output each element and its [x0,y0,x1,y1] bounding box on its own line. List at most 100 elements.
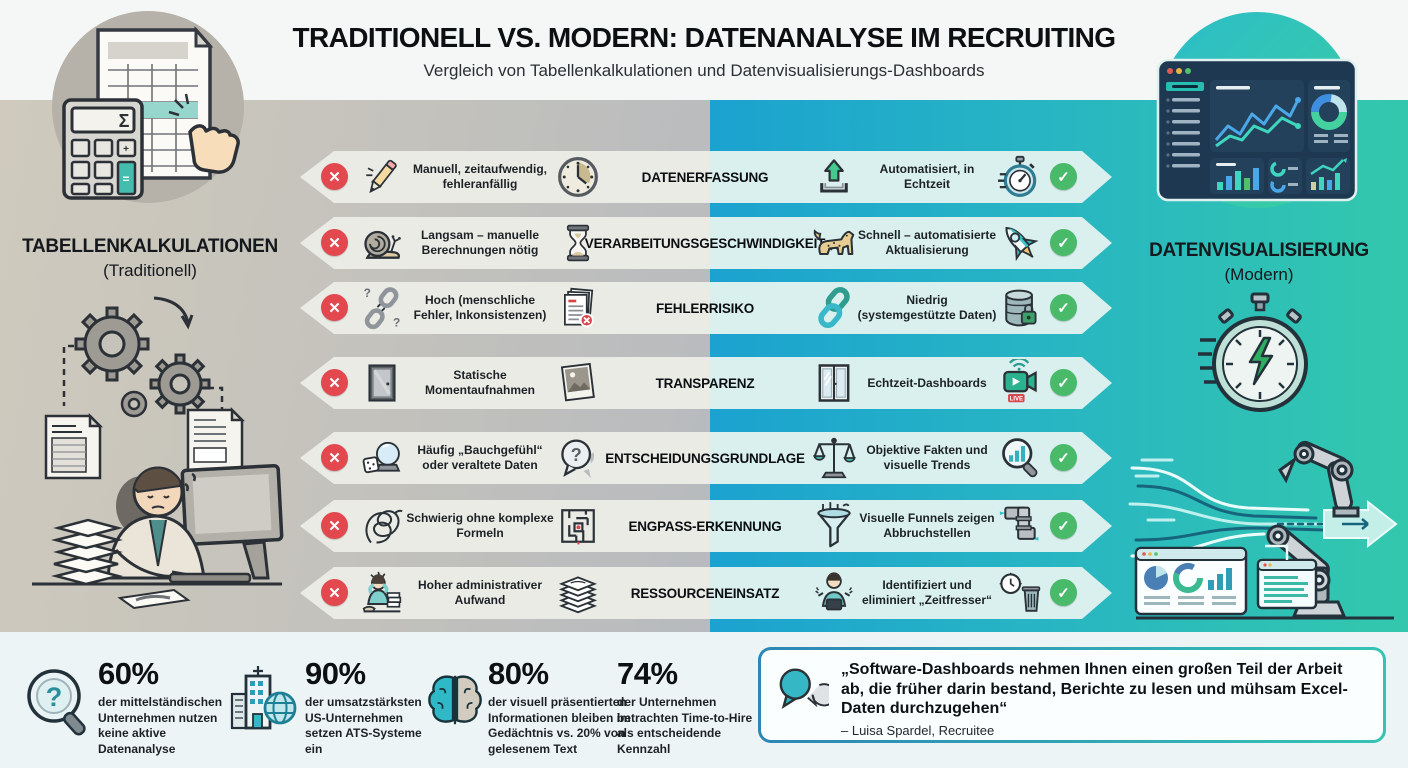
report-card-icon [1256,544,1318,610]
comparison-row-ressourcen: ✕ Hoher administrativer Aufwand RESSOURC… [300,567,1112,619]
category-label: RESSOURCENEINSATZ [630,585,780,601]
traditional-point: Hoch (menschliche Fehler, Inkonsistenzen… [413,293,547,322]
comparison-row-datenerfassung: ✕ Manuell, zeitaufwendig, fehleranfällig… [300,151,1112,203]
category-label: ENGPASS-ERKENNUNG [628,518,782,534]
quote-box: „Software-Dashboards nehmen Ihnen einen … [758,647,1386,743]
database-lock-icon [998,285,1042,331]
office-worker [32,463,284,610]
brain-icon [428,675,482,725]
cross-icon: ✕ [321,229,348,256]
modern-point: Objektive Fakten und visuelle Trends [866,443,988,472]
snail-icon [360,220,404,266]
documents-error-icon [556,285,600,331]
svg-text:+: + [123,144,129,155]
comparison-row-engpass: ✕ Schwierig ohne komplexe Formeln ENGPAS… [300,500,1112,552]
svg-text:Σ: Σ [119,111,130,131]
stat-text: der umsatzstärksten US-Unternehmen setze… [305,695,422,756]
category-label: ENTSCHEIDUNGSGRUNDLAGE [605,450,805,466]
quote-bubbles-icon [779,668,829,710]
rocket-icon [998,220,1042,266]
cross-icon: ✕ [321,512,348,539]
stat-text: der visuell präsentierten Informationen … [488,695,631,756]
automation-flow-illustration [1128,440,1398,620]
broken-chain-icon: ?? [360,285,404,331]
modern-point: Niedrig (systemgestützte Daten) [857,293,997,322]
dashboard-illustration [1156,12,1358,208]
modern-point: Visuelle Funnels zeigen Abbruchstellen [859,511,995,540]
cursor-hand [168,93,240,174]
cross-icon: ✕ [321,294,348,321]
modern-point: Identifiziert und eliminiert „Zeitfresse… [861,578,993,607]
check-icon: ✓ [1050,229,1077,256]
speed-stopwatch-illustration [1198,292,1308,412]
gear-icon [62,296,228,438]
traditional-point: Manuell, zeitaufwendig, fehleranfällig [412,162,547,191]
question-bubble-icon: ? [556,435,600,481]
pipe-icon [998,503,1042,549]
svg-text:?: ? [571,444,582,465]
category-label: DATENERFASSUNG [641,169,769,185]
check-icon: ✓ [1050,512,1077,539]
modern-point: Automatisiert, in Echtzeit [879,162,975,191]
traditional-title: TABELLENKALKULATIONEN [22,236,278,257]
modern-label: DATENVISUALISIERUNG (Modern) [1128,240,1390,285]
closed-door-icon [360,360,404,406]
category-label: VERARBEITUNGSGESCHWINDIGKEIT [584,235,826,251]
comparison-row-geschwindigkeit: ✕ Langsam – manuelle Berechnungen nötig … [300,217,1112,269]
svg-text:LIVE: LIVE [1010,396,1023,402]
header: TRADITIONELL VS. MODERN: DATENANALYSE IM… [0,22,1408,81]
photo-icon [556,360,600,406]
comparison-row-transparenz: ✕ Statische Momentaufnahmen TRANSPARENZ … [300,357,1112,409]
cross-icon: ✕ [321,369,348,396]
modern-point: Echtzeit-Dashboards [867,375,987,390]
document-icon [44,406,246,480]
clock-icon [556,154,600,200]
check-icon: ✓ [1050,369,1077,396]
traditional-point: Häufig „Bauchgefühl“ oder veraltete Date… [417,443,543,472]
hourglass-icon [556,220,600,266]
live-camera-icon: LIVE [998,359,1042,406]
stopwatch-icon [998,154,1042,200]
stat-74: 74% der Unternehmen betrachten Time-to-H… [617,656,753,757]
stressed-person-icon [360,570,404,616]
page-title: TRADITIONELL VS. MODERN: DATENANALYSE IM… [292,22,1117,53]
traditional-point: Schwierig ohne komplexe Formeln [406,511,554,540]
svg-text:?: ? [364,286,371,300]
paper-stack-icon [51,518,123,586]
page-subtitle: Vergleich von Tabellenkalkulationen und … [423,61,985,80]
stat-90: 90% der umsatzstärksten US-Unternehmen s… [305,656,433,757]
cheetah-icon [812,220,856,266]
quote-text: „Software-Dashboards nehmen Ihnen einen … [841,661,1348,718]
paper-stack-icon [556,570,600,616]
gears-worker-illustration [32,296,284,610]
check-icon: ✓ [1050,579,1077,606]
maze-icon [556,503,600,549]
modern-subtitle: (Modern) [1224,265,1294,284]
stat-value: 74% [617,656,678,691]
category-label: FEHLERRISIKO [655,300,755,316]
dice-crystal-ball-icon [360,435,404,481]
stat-60: 60% der mittelständischen Unternehmen nu… [98,656,228,757]
traditional-point: Langsam – manuelle Berechnungen nötig [420,228,540,257]
stat-text: der Unternehmen betrachten Time-to-Hire … [617,695,753,756]
traditional-point: Hoher administrativer Aufwand [417,578,543,607]
open-window-icon [812,360,856,406]
upload-tray-icon [812,154,856,200]
modern-point: Schnell – automatisierte Aktualisierung [857,228,997,257]
robot-arm-icon [1278,440,1360,518]
stat-text: der mittelständischen Unternehmen nutzen… [98,695,223,756]
traditional-point: Statische Momentaufnahmen [424,368,535,397]
comparison-row-fehlerrisiko: ✕ ?? Hoch (menschliche Fehler, Inkonsist… [300,282,1112,334]
pencil-icon [360,154,404,200]
magnifier-chart-icon [998,435,1042,481]
spreadsheet-calculator-illustration: Σ + = [52,11,244,203]
traditional-subtitle: (Traditionell) [103,261,197,280]
check-icon: ✓ [1050,163,1077,190]
svg-text:=: = [122,172,129,186]
modern-title: DATENVISUALISIERUNG [1149,240,1369,261]
tangled-knot-icon [360,503,404,549]
clock-trash-icon [998,570,1042,616]
cross-icon: ✕ [321,579,348,606]
cross-icon: ✕ [321,444,348,471]
